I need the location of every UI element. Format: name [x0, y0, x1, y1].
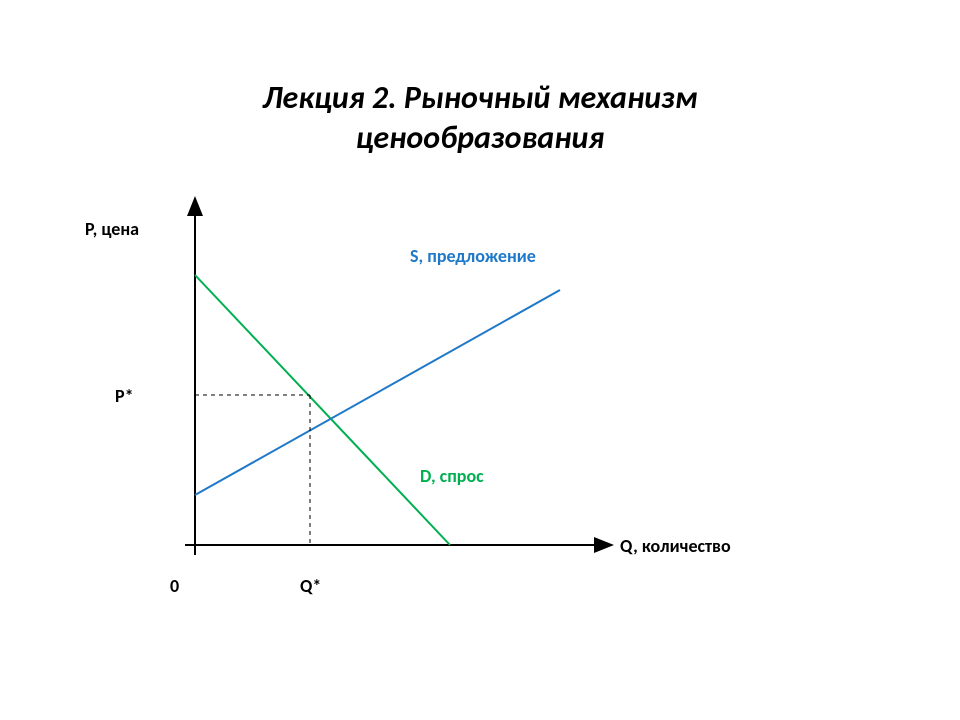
y-axis-label: P, цена — [85, 218, 139, 240]
origin-label: 0 — [170, 575, 179, 597]
p-star-label: P* — [115, 385, 134, 407]
supply-label: S, предложение — [410, 245, 536, 267]
supply-demand-chart — [0, 0, 960, 720]
demand-line — [195, 275, 450, 545]
supply-line — [195, 290, 560, 495]
x-axis-label: Q, количество — [620, 535, 731, 557]
demand-label: D, спрос — [420, 465, 484, 487]
q-star-label: Q* — [300, 575, 321, 597]
